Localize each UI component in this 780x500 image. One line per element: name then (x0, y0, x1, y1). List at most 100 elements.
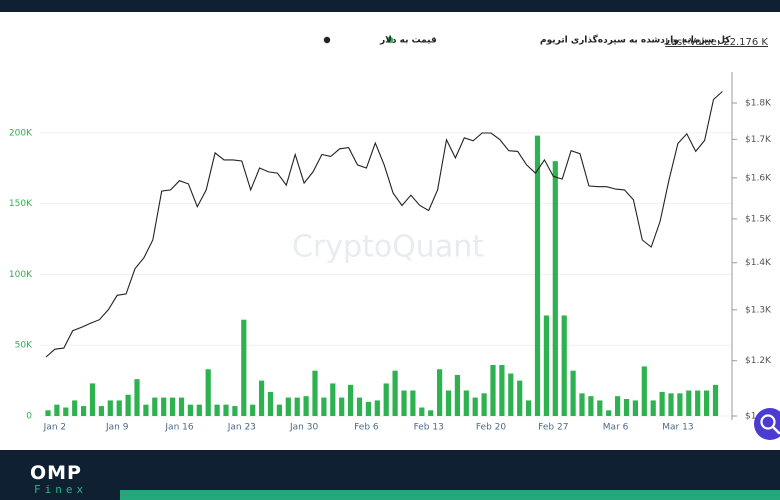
bar (143, 404, 149, 416)
bar (543, 315, 549, 416)
logo: OMP (30, 462, 82, 484)
bar (472, 397, 478, 416)
bar (170, 397, 176, 416)
bar (437, 369, 443, 416)
last-value[interactable]: Last Value: 22.176 K (665, 37, 768, 48)
bar (561, 315, 567, 416)
bar (419, 407, 425, 416)
bar (632, 400, 638, 416)
bar (481, 393, 487, 416)
bar (63, 407, 69, 416)
legend-label: قیمت به دلار (379, 36, 437, 46)
y2-tick-label: $1.6K (745, 173, 772, 183)
bar (686, 390, 692, 416)
y-tick-label: 150K (9, 199, 33, 209)
y2-tick-label: $1.5K (745, 214, 772, 224)
bar (152, 397, 158, 416)
bar (294, 397, 300, 416)
bar (365, 401, 371, 416)
bar (623, 399, 630, 416)
y-tick-label: 100K (9, 270, 33, 280)
y2-tick-label: $1.7K (745, 135, 772, 145)
y2-tick-label: $1.4K (745, 258, 772, 268)
bar (552, 161, 558, 416)
bar (454, 374, 460, 416)
bar (89, 383, 96, 416)
bar (134, 379, 140, 416)
bar (250, 404, 256, 416)
bar (161, 397, 167, 416)
bar (508, 373, 514, 416)
bar (695, 390, 701, 416)
bar (98, 406, 104, 416)
bar (232, 406, 238, 416)
x-tick-label: Mar 13 (662, 423, 693, 433)
bar (303, 396, 309, 416)
bar (107, 400, 113, 416)
top-band (0, 0, 780, 12)
footer-strip (120, 490, 780, 500)
bar (606, 410, 612, 416)
bar (526, 400, 532, 416)
bar (330, 383, 336, 416)
bar (499, 365, 505, 416)
y-tick-label: 50K (15, 341, 33, 351)
watermark: CryptoQuant (292, 230, 484, 265)
y2-tick-label: $1.3K (745, 305, 772, 315)
bar (356, 397, 363, 416)
bar (641, 366, 647, 416)
price-line (45, 91, 723, 358)
bar (321, 397, 327, 416)
bar (276, 404, 282, 416)
bar (650, 400, 656, 416)
bar (125, 394, 131, 416)
legend-marker (386, 36, 394, 44)
y-tick-label: 0 (26, 412, 32, 422)
x-tick-label: Jan 23 (227, 423, 256, 433)
bar (214, 404, 220, 416)
y-tick-label: 200K (9, 128, 33, 138)
bar (267, 391, 274, 416)
x-tick-label: Jan 16 (164, 423, 193, 433)
bar (517, 380, 523, 416)
bar (196, 404, 202, 416)
x-tick-label: Feb 27 (538, 423, 568, 433)
bar (668, 393, 674, 416)
logo-sub: Finex (34, 483, 88, 496)
x-tick-label: Feb 20 (476, 423, 507, 433)
x-tick-label: Jan 9 (105, 423, 129, 433)
bar (410, 390, 416, 416)
bar (383, 383, 389, 416)
chart: CryptoQuant Last Value: 22.176 K 0 50K 100… (9, 34, 772, 433)
bar (712, 384, 719, 416)
bar (615, 396, 621, 416)
bar (445, 390, 452, 416)
search-icon (760, 414, 780, 435)
bar (285, 397, 291, 416)
bar (704, 390, 710, 416)
bar (223, 404, 229, 416)
bar (579, 393, 585, 416)
bar (259, 380, 265, 416)
x-tick-label: Mar 6 (603, 423, 629, 433)
bar (659, 391, 665, 416)
bar (463, 390, 469, 416)
bar (45, 410, 51, 416)
legend-label: کل سرمایه واردشده به سپرده‌گذاری اتریوم (540, 34, 731, 46)
bar (241, 319, 247, 416)
x-tick-label: Feb 13 (414, 423, 444, 433)
search-button[interactable] (754, 408, 780, 440)
x-tick-label: Jan 2 (43, 423, 66, 433)
bar (401, 390, 407, 416)
x-tick-label: Feb 6 (354, 423, 379, 433)
bar (312, 370, 318, 416)
y2-tick-label: $1.8K (745, 99, 772, 109)
bar (116, 400, 122, 416)
bar (187, 404, 193, 416)
bar (588, 396, 594, 416)
bar (534, 135, 541, 416)
bar (205, 369, 211, 416)
bar (490, 365, 496, 416)
bar (72, 400, 78, 416)
legend-marker (323, 36, 331, 44)
